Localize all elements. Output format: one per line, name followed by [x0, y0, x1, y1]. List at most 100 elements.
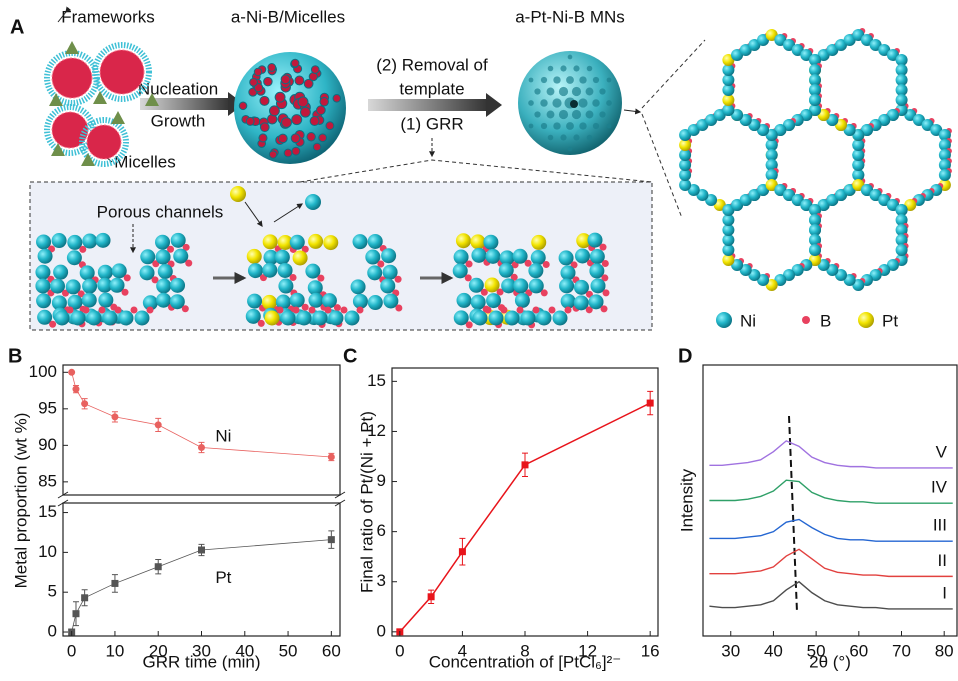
x-tick-label: 70: [892, 641, 911, 660]
pore: [239, 102, 247, 110]
micelle-core: [52, 58, 92, 98]
b-atom: [466, 261, 473, 268]
b-atom: [302, 304, 309, 311]
ni-atom: [98, 265, 113, 280]
ni-atom: [505, 311, 520, 326]
pt-atom: [456, 233, 471, 248]
pore: [269, 151, 276, 158]
x-tick-label: 40: [764, 641, 783, 660]
series-label: II: [938, 551, 947, 570]
b-atom: [601, 305, 608, 312]
ni-atom: [36, 293, 51, 308]
cell: [599, 111, 605, 117]
y-tick-label: 100: [29, 362, 57, 381]
ni-atom: [896, 94, 908, 106]
pore: [292, 115, 302, 125]
x-tick-label: 50: [279, 641, 298, 660]
legend-label: Ni: [740, 311, 756, 330]
cell: [547, 88, 555, 96]
marker: [81, 594, 88, 601]
framework: [111, 111, 125, 124]
pore: [254, 68, 261, 75]
pore: [333, 95, 341, 103]
marker: [68, 369, 75, 376]
b-atom: [131, 307, 138, 314]
pore: [295, 76, 304, 85]
x-axis-title: Concentration of [PtCl₆]²⁻: [429, 652, 622, 671]
series-label: Ni: [215, 426, 231, 445]
framework: [81, 153, 95, 166]
ni-atom: [275, 250, 290, 265]
ni-atom: [96, 233, 111, 248]
zoom-line: [642, 40, 705, 108]
marker: [111, 580, 118, 587]
x-tick-label: 0: [67, 641, 76, 660]
series-label: I: [942, 583, 947, 602]
y-tick-label: 5: [48, 582, 57, 601]
ni-atom: [71, 311, 86, 326]
b-atom: [603, 289, 610, 296]
b-atom: [83, 307, 90, 314]
b-atom: [317, 275, 324, 282]
x-tick-label: 30: [721, 641, 740, 660]
pore: [282, 118, 292, 128]
plot-frame: [63, 503, 340, 636]
cell: [566, 76, 574, 84]
ni-atom: [135, 311, 150, 326]
pore: [260, 96, 269, 105]
ni-atom: [351, 279, 366, 294]
micelle-core: [100, 50, 144, 94]
ni-atom: [103, 311, 118, 326]
cell: [573, 134, 579, 140]
cell: [587, 66, 593, 72]
pore: [260, 123, 269, 132]
series-label: Pt: [215, 568, 231, 587]
pore: [313, 143, 321, 151]
series-line: [709, 480, 952, 503]
ni-atom: [515, 293, 530, 308]
pore: [270, 106, 280, 116]
ni-atom: [87, 311, 102, 326]
cell: [592, 99, 599, 106]
b-atom: [602, 260, 609, 267]
ni-atom: [528, 263, 543, 278]
label: a-Pt-Ni-B MNs: [515, 7, 625, 26]
b-atom: [325, 307, 332, 314]
pore: [284, 149, 292, 157]
marker: [328, 454, 335, 461]
ni-atom: [521, 311, 536, 326]
cell: [572, 87, 581, 96]
marker: [111, 413, 118, 420]
cell: [560, 134, 566, 140]
y-tick-label: 15: [38, 502, 57, 521]
cell: [587, 135, 593, 141]
ni-atom: [345, 311, 360, 326]
b-atom: [122, 289, 129, 296]
ni-atom: [156, 278, 171, 293]
b-atom: [185, 260, 192, 267]
x-tick-label: 16: [641, 641, 660, 660]
ni-atom: [297, 311, 312, 326]
label: Porous channels: [97, 202, 224, 221]
marker: [428, 593, 435, 600]
pt-atom: [230, 186, 246, 202]
cell: [573, 65, 579, 71]
ni-atom: [55, 311, 70, 326]
b-atom: [549, 307, 556, 314]
cell: [586, 88, 594, 96]
pore: [268, 64, 276, 72]
ni-atom: [896, 244, 908, 256]
b-atom: [543, 261, 550, 268]
series-line: [709, 441, 952, 468]
ni-atom: [489, 311, 504, 326]
label: template: [399, 79, 464, 98]
y-tick-label: 95: [38, 398, 57, 417]
cell: [568, 55, 573, 60]
ni-atom: [483, 235, 498, 250]
cell: [599, 88, 605, 94]
b-atom: [124, 274, 131, 281]
pt-atom: [265, 311, 280, 326]
legend-swatch: [802, 316, 810, 324]
cell: [534, 111, 540, 117]
cell: [579, 76, 586, 83]
